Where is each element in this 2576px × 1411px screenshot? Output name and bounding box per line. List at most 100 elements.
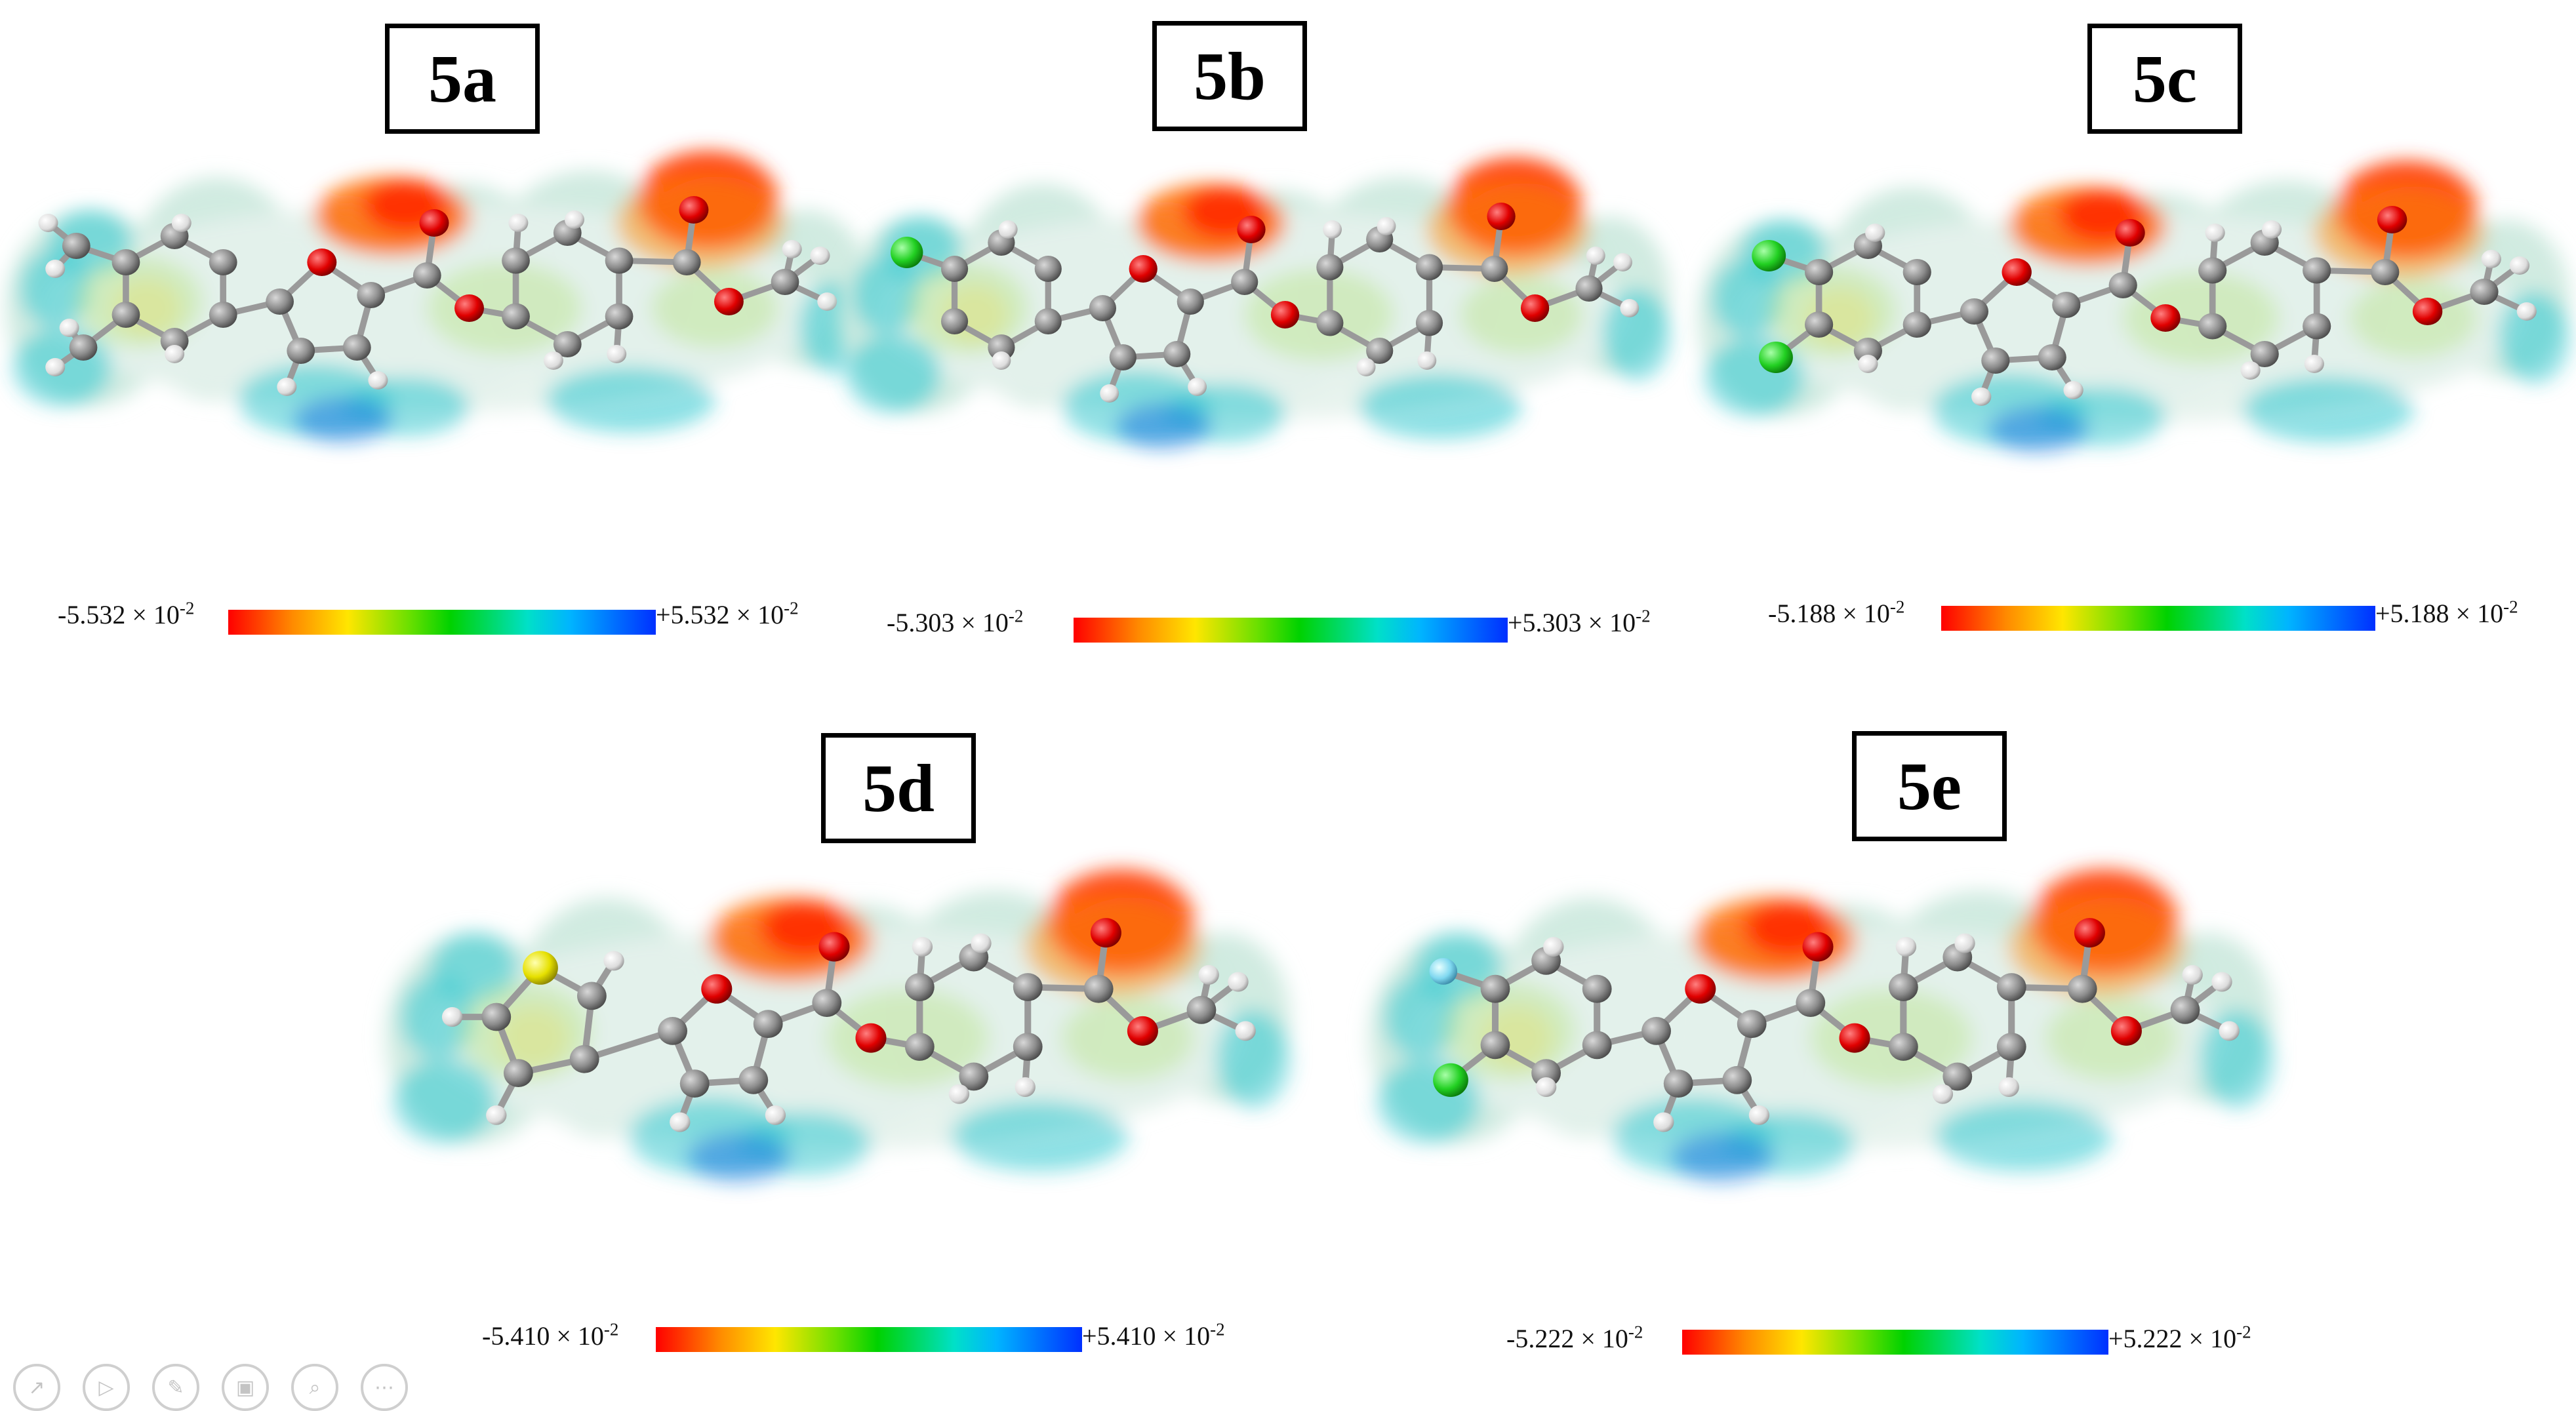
- hydrogen-atom: [2182, 964, 2203, 985]
- hydrogen-atom: [1971, 388, 1992, 406]
- carbon-atom: [1582, 1031, 1612, 1060]
- hydrogen-atom: [1535, 1077, 1557, 1097]
- panel-title-5e: 5e: [1852, 731, 2007, 841]
- carbon-atom: [553, 331, 582, 357]
- scale-min-5b: -5.303 × 10-2: [887, 606, 1024, 637]
- panel-title-5d: 5d: [821, 733, 976, 843]
- mep-map-5e: [1369, 869, 2274, 1182]
- oxygen-atom: [2412, 298, 2443, 325]
- carbon-atom: [1481, 256, 1508, 282]
- carbon-atom: [1186, 995, 1217, 1024]
- scale-min-5c: -5.188 × 10-2: [1768, 597, 1905, 628]
- hydrogen-atom: [1377, 217, 1396, 235]
- hydrogen-atom: [912, 937, 933, 957]
- panel-title-5a: 5a: [385, 24, 540, 134]
- carbon-atom: [1083, 974, 1114, 1003]
- carbon-atom: [1163, 341, 1191, 367]
- carbon-atom: [1013, 973, 1043, 1001]
- hydrogen-atom: [1620, 299, 1640, 317]
- carbon-atom: [1089, 295, 1116, 321]
- scale-max-5b: +5.303 × 10-2: [1508, 606, 1651, 637]
- hydrogen-atom: [1323, 220, 1342, 239]
- carbon-atom: [1034, 308, 1062, 334]
- hydrogen-atom: [670, 1112, 691, 1132]
- color-scale-5c: [1941, 606, 2375, 631]
- carbon-atom: [904, 1033, 935, 1061]
- carbon-atom: [481, 1003, 512, 1031]
- oxygen-atom: [1237, 216, 1266, 243]
- carbon-atom: [569, 1044, 599, 1073]
- oxygen-atom: [2074, 918, 2105, 948]
- carbon-atom: [1231, 269, 1258, 295]
- hydrogen-atom: [2219, 1021, 2240, 1041]
- hydrogen-atom: [1613, 253, 1632, 271]
- carbon-atom: [959, 1062, 989, 1091]
- carbon-atom: [1996, 1033, 2026, 1061]
- hydrogen-atom: [948, 1084, 970, 1104]
- carbon-atom: [812, 989, 842, 1017]
- hydrogen-atom: [971, 933, 992, 953]
- carbon-atom: [1663, 1069, 1693, 1098]
- hydrogen-atom: [992, 351, 1011, 370]
- slide-toolbar: ↗ ▷ ✎ ▣ ⌕ ⋯: [13, 1364, 408, 1411]
- color-scale-5e: [1682, 1330, 2108, 1355]
- hydrogen-atom: [1653, 1112, 1674, 1132]
- hydrogen-atom: [1748, 1105, 1770, 1125]
- hydrogen-atom: [59, 319, 79, 337]
- carbon-atom: [209, 249, 237, 275]
- scale-max-5a: +5.532 × 10-2: [656, 598, 799, 629]
- atoms-5d: [441, 918, 1256, 1132]
- carbon-atom: [504, 1059, 533, 1087]
- atoms-5e: [1429, 918, 2240, 1132]
- carbon-atom: [2170, 995, 2200, 1024]
- carbon-atom: [2470, 279, 2499, 305]
- hydrogen-atom: [1417, 351, 1437, 370]
- hydrogen-atom: [1198, 964, 1219, 985]
- mep-map-5b: [839, 157, 1670, 449]
- play-icon[interactable]: ▷: [83, 1364, 130, 1411]
- carbon-atom: [2198, 257, 2227, 284]
- oxygen-atom: [2115, 219, 2145, 247]
- carbon-atom: [2038, 344, 2066, 370]
- hydrogen-atom: [1356, 358, 1376, 376]
- atoms-5c: [1752, 206, 2537, 406]
- carbon-atom: [605, 247, 634, 274]
- carbon-atom: [2067, 974, 2097, 1003]
- atoms-5a: [38, 196, 837, 396]
- more-icon[interactable]: ⋯: [361, 1364, 408, 1411]
- oxygen-atom: [2002, 258, 2032, 286]
- hydrogen-atom: [1865, 224, 1885, 242]
- oxygen-atom: [2110, 1016, 2142, 1046]
- image-icon[interactable]: ▣: [222, 1364, 269, 1411]
- oxygen-atom: [2150, 304, 2181, 332]
- hydrogen-atom: [2211, 972, 2232, 992]
- carbon-atom: [1415, 309, 1443, 336]
- carbon-atom: [502, 303, 530, 330]
- oxygen-atom: [2377, 206, 2407, 233]
- carbon-atom: [1316, 309, 1344, 336]
- carbon-atom: [679, 1069, 710, 1098]
- oxygen-atom: [1129, 255, 1157, 283]
- hydrogen-atom: [810, 247, 830, 265]
- zoom-icon[interactable]: ⌕: [291, 1364, 338, 1411]
- carbon-atom: [1902, 259, 1931, 285]
- hydrogen-atom: [1586, 247, 1605, 265]
- carbon-atom: [577, 982, 607, 1010]
- hydrogen-atom: [2261, 220, 2282, 239]
- oxygen-atom: [855, 1023, 887, 1053]
- carbon-atom: [1804, 259, 1834, 285]
- hydrogen-atom: [441, 1007, 463, 1027]
- hydrogen-atom: [1932, 1084, 1954, 1104]
- carbon-atom: [1109, 344, 1137, 370]
- oxygen-atom: [701, 974, 733, 1004]
- hydrogen-atom: [817, 292, 837, 311]
- hydrogen-atom: [2304, 355, 2324, 373]
- hydrogen-atom: [998, 220, 1018, 239]
- hydrogen-atom: [1015, 1077, 1036, 1097]
- arrow-icon[interactable]: ↗: [13, 1364, 60, 1411]
- hydrogen-atom: [165, 345, 185, 363]
- pen-icon[interactable]: ✎: [152, 1364, 199, 1411]
- carbon-atom: [209, 302, 237, 328]
- carbon-atom: [357, 282, 386, 308]
